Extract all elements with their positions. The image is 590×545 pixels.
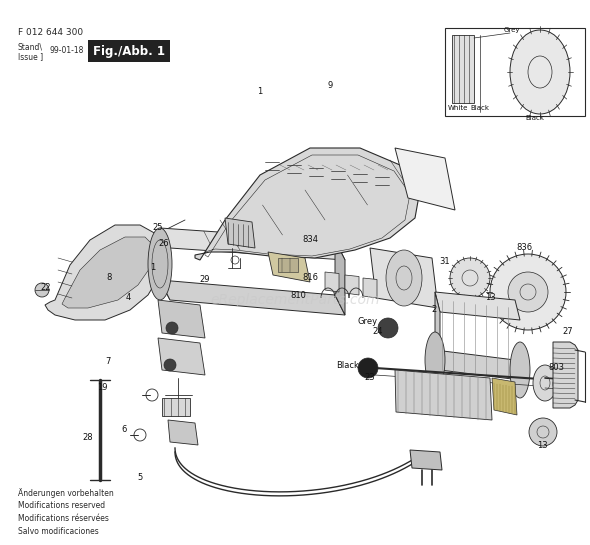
Text: Grey: Grey [504,27,520,33]
Polygon shape [160,228,170,300]
Text: Grey: Grey [358,318,378,326]
Polygon shape [225,218,255,248]
FancyBboxPatch shape [88,40,170,62]
Text: 7: 7 [105,358,111,366]
Text: 29: 29 [200,276,210,284]
Text: Black: Black [470,105,490,111]
Text: 23: 23 [365,373,375,383]
Polygon shape [45,225,165,320]
Bar [445,28,585,116]
Polygon shape [158,338,205,375]
Ellipse shape [529,418,557,446]
Text: 8: 8 [106,274,112,282]
Polygon shape [553,342,578,408]
Text: 9: 9 [327,81,333,89]
Text: 27: 27 [563,328,573,336]
Ellipse shape [148,228,172,300]
Polygon shape [435,350,520,380]
Text: 22: 22 [41,283,51,293]
Ellipse shape [508,272,548,312]
Ellipse shape [164,359,176,371]
Text: 25: 25 [153,223,163,233]
Text: 28: 28 [83,433,93,443]
Ellipse shape [378,318,398,338]
Ellipse shape [166,322,178,334]
Text: White: White [448,105,468,111]
Text: Black: Black [526,115,545,121]
Text: 2: 2 [431,306,437,314]
Ellipse shape [386,250,422,306]
Bar [278,258,298,272]
Text: 99-01-18: 99-01-18 [50,46,84,55]
Polygon shape [370,248,438,308]
Text: 26: 26 [159,239,169,247]
Text: Änderungen vorbehalten: Änderungen vorbehalten [18,488,114,498]
Text: Modifications reserved: Modifications reserved [18,501,105,510]
Ellipse shape [358,358,378,378]
Polygon shape [158,300,205,338]
Ellipse shape [35,283,49,297]
Polygon shape [160,280,345,315]
Polygon shape [345,275,359,295]
Polygon shape [395,148,455,210]
Ellipse shape [510,342,530,398]
Text: Modifications réservées: Modifications réservées [18,514,109,523]
Text: 810: 810 [290,290,306,300]
Polygon shape [62,237,155,308]
Text: 1: 1 [257,88,263,96]
Polygon shape [268,252,310,282]
Text: 31: 31 [440,257,450,267]
Polygon shape [435,292,440,370]
Ellipse shape [450,258,490,298]
Text: 13: 13 [485,294,496,302]
Polygon shape [160,228,345,260]
Ellipse shape [490,254,566,330]
Ellipse shape [533,365,557,401]
Polygon shape [395,370,492,420]
Text: eReplacementParts.com: eReplacementParts.com [210,293,380,307]
Text: 19: 19 [97,384,107,392]
Text: Stand\: Stand\ [18,42,43,51]
Ellipse shape [425,332,445,388]
Polygon shape [195,148,420,260]
Text: 13: 13 [537,440,548,450]
Text: 834: 834 [302,235,318,245]
Text: 803: 803 [548,364,564,372]
Text: 1: 1 [150,263,156,272]
Polygon shape [335,240,345,315]
Text: Fig./Abb. 1: Fig./Abb. 1 [93,45,165,58]
Text: 836: 836 [516,244,532,252]
Polygon shape [410,450,442,470]
Bar [452,35,474,103]
Ellipse shape [510,30,570,114]
Text: F 012 644 300: F 012 644 300 [18,28,83,37]
Polygon shape [492,378,517,415]
Text: Salvo modificaciones: Salvo modificaciones [18,527,99,536]
Polygon shape [325,272,339,292]
Text: 24: 24 [373,328,384,336]
Ellipse shape [553,376,563,392]
Text: 6: 6 [122,426,127,434]
Text: Black: Black [336,360,359,370]
Text: Issue ]: Issue ] [18,52,43,61]
Bar [162,398,190,416]
Polygon shape [435,292,520,320]
Text: 5: 5 [137,474,143,482]
Polygon shape [363,278,377,298]
Text: 4: 4 [125,294,130,302]
Text: 816: 816 [302,274,318,282]
Polygon shape [168,420,198,445]
